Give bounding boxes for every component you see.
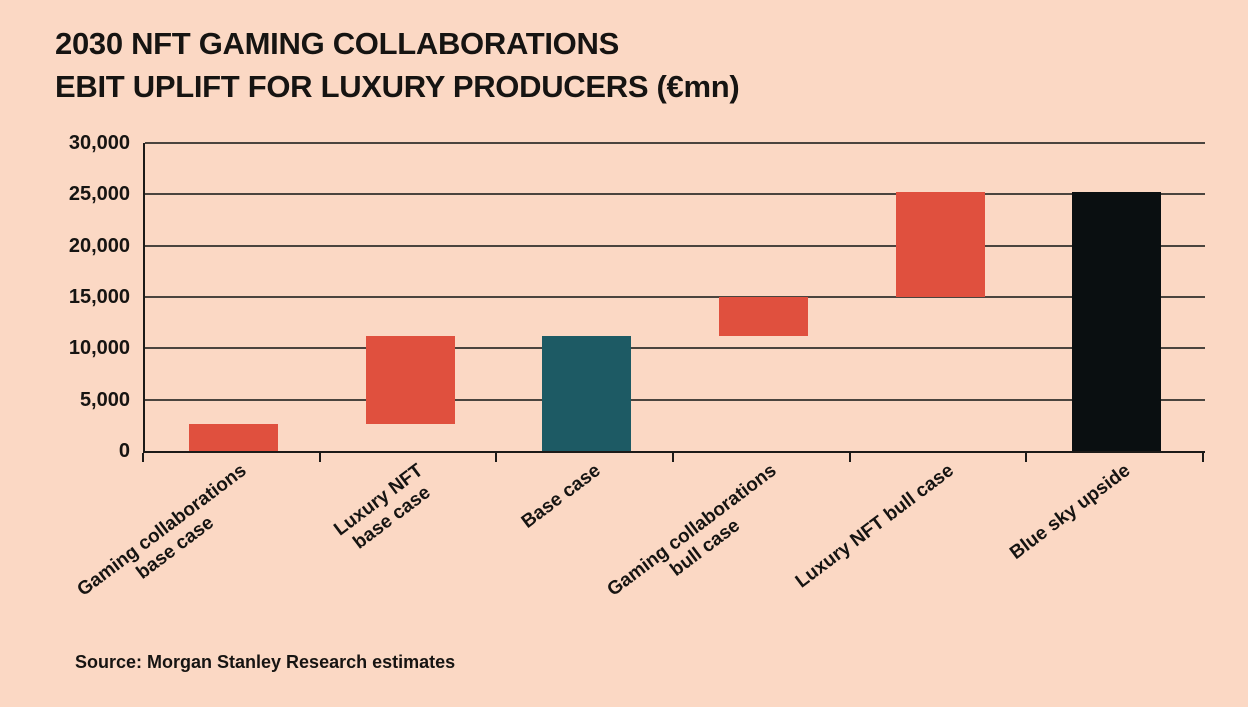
x-category-label-line: Base case [517,460,605,533]
x-tick-0 [142,453,144,462]
x-category-label-line: Gaming collaborations [603,460,781,601]
plot-area [143,142,1205,453]
bar-segment-3 [542,336,632,451]
x-category-label-line: Luxury NFT bull case [791,460,958,593]
y-tick-label-5000: 5,000 [79,388,130,411]
bar-segment-4 [718,297,808,336]
x-tick-3 [672,453,674,462]
x-tick-1 [318,453,321,462]
gridline-15000 [145,296,1205,298]
x-category-label-3: Base case [517,460,604,534]
chart-title-line1: 2030 NFT GAMING COLLABORATIONS [55,26,619,61]
y-tick-label-20000: 20,000 [68,234,130,257]
chart-title: 2030 NFT GAMING COLLABORATIONS EBIT UPLI… [55,22,740,108]
gridline-20000 [145,244,1205,247]
y-tick-label-0: 0 [118,440,130,462]
chart-title-line2: EBIT UPLIFT FOR LUXURY PRODUCERS (€mn) [55,69,740,104]
x-category-label-line: Blue sky upside [1006,460,1135,564]
x-category-label-line: base case [133,512,219,584]
bar-segment-6 [1072,192,1162,451]
gridline-30000 [145,142,1205,144]
source-note: Source: Morgan Stanley Research estimate… [75,652,456,672]
gridline-25000 [145,193,1205,196]
gridline-5000 [145,398,1205,401]
x-category-label-4: Gaming collaborations bull case [604,460,795,619]
x-tick-6 [1202,453,1204,462]
x-tick-4 [848,453,851,462]
bar-segment-5 [895,192,985,297]
y-tick-label-25000: 25,000 [68,183,130,206]
bar-segment-1 [188,424,278,451]
y-tick-label-10000: 10,000 [68,337,130,360]
bar-segment-2 [365,336,455,425]
y-tick-label-15000: 15,000 [68,286,130,308]
x-category-label-line: bull case [666,515,745,581]
x-category-label-2: Luxury NFT base case [331,460,442,559]
gridline-10000 [145,347,1205,350]
x-tick-2 [495,453,498,462]
x-category-label-5: Luxury NFT bull case [792,460,959,593]
x-category-label-6: Blue sky upside [1006,460,1135,565]
x-tick-5 [1025,453,1028,462]
y-tick-label-30000: 30,000 [68,132,130,154]
x-category-label-line: Gaming collaborations [73,460,251,601]
x-category-label-1: Gaming collaborations base case [74,460,265,619]
